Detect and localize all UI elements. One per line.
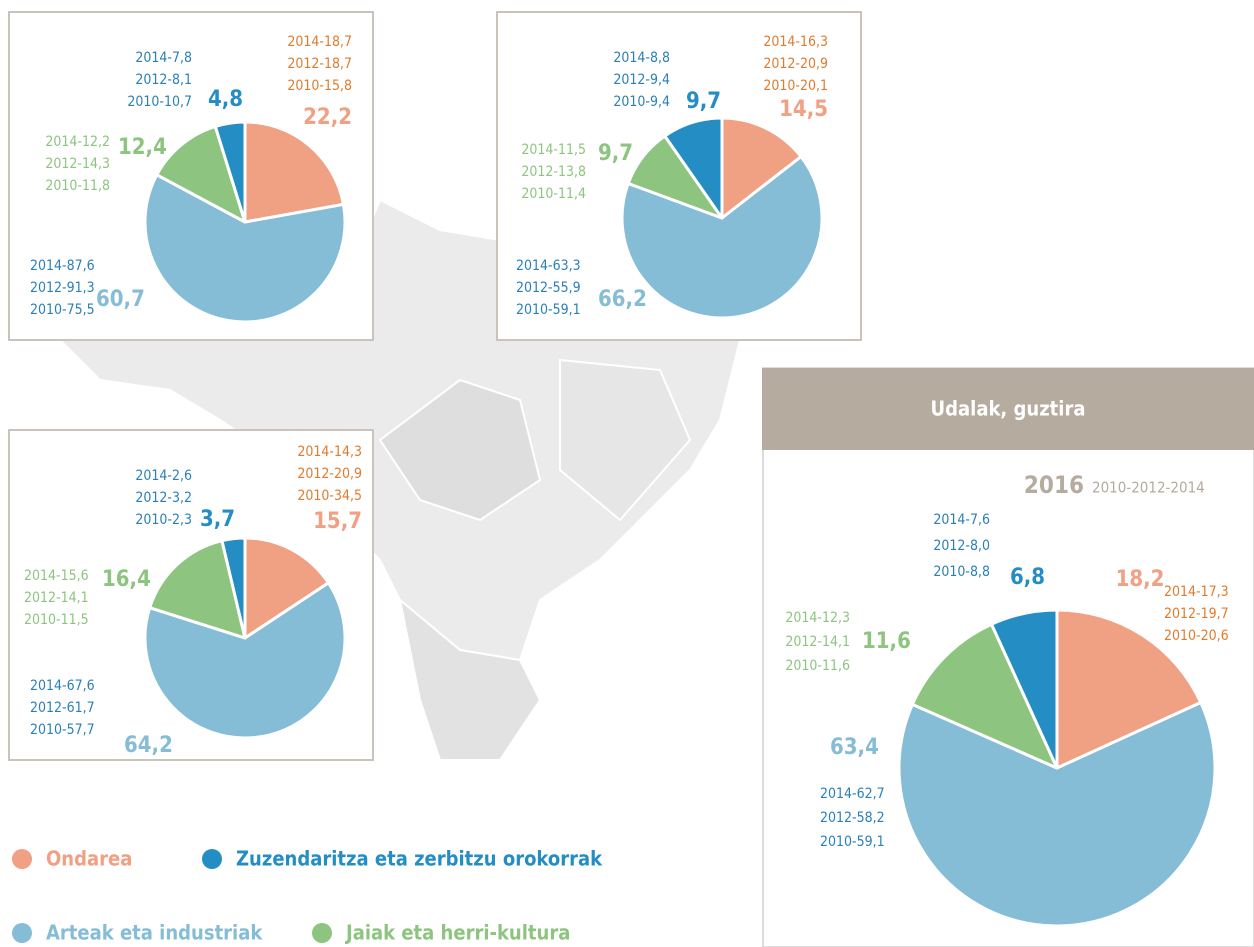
legend-swatch <box>12 923 32 943</box>
value-label: 9,7 <box>598 141 633 166</box>
pie-slice <box>897 701 1217 928</box>
pie-slice <box>1055 608 1203 770</box>
history-label: 2012-55,9 <box>516 280 581 296</box>
pie-slice <box>720 116 803 220</box>
history-label: 2014-18,7 <box>287 34 352 50</box>
pie-slice <box>143 173 347 324</box>
history-label: 2010-75,5 <box>30 302 95 318</box>
history-label: 2014-16,3 <box>763 34 828 50</box>
legend-swatch <box>12 849 32 869</box>
history-label: 2014-2,6 <box>135 468 192 484</box>
history-label: 2014-8,8 <box>613 50 670 66</box>
history-label: 2010-20,1 <box>763 78 828 94</box>
legend-label: Ondarea <box>46 847 132 871</box>
history-label: 2014-15,6 <box>24 568 89 584</box>
value-label: 4,8 <box>208 87 243 112</box>
history-label: 2010-11,6 <box>785 658 850 674</box>
value-label: 3,7 <box>200 507 235 532</box>
history-label: 2010-11,8 <box>45 178 110 194</box>
pie-slice <box>663 116 724 220</box>
history-label: 2010-15,8 <box>287 78 352 94</box>
pie-slice <box>143 581 347 740</box>
history-label: 2012-18,7 <box>287 56 352 72</box>
value-label: 15,7 <box>313 509 362 534</box>
history-label: 2014-87,6 <box>30 258 95 274</box>
history-label: 2012-14,1 <box>785 634 850 650</box>
history-label: 2012-3,2 <box>135 490 192 506</box>
history-label: 2010-10,7 <box>127 94 192 110</box>
value-label: 16,4 <box>102 567 151 592</box>
history-label: 2014-14,3 <box>297 444 362 460</box>
value-label: 12,4 <box>118 135 167 160</box>
pie-slice <box>243 536 330 640</box>
value-label: 66,2 <box>598 287 647 312</box>
history-label: 2014-12,3 <box>785 610 850 626</box>
history-label: 2010-11,5 <box>24 612 89 628</box>
history-label: 2010-59,1 <box>516 302 581 318</box>
subtitle: 2016 <box>1024 471 1084 499</box>
value-label: 63,4 <box>830 735 879 760</box>
value-label: 18,2 <box>1116 567 1165 592</box>
pie-slice <box>148 539 247 640</box>
history-label: 2012-14,1 <box>24 590 89 606</box>
legend-label: Zuzendaritza eta zerbitzu orokorrak <box>236 847 603 871</box>
history-label: 2010-8,8 <box>933 564 990 580</box>
pie-slice <box>220 536 247 640</box>
legend-label: Arteak eta industriak <box>46 921 263 945</box>
history-label: 2012-20,9 <box>297 466 362 482</box>
history-label: 2010-57,7 <box>30 722 95 738</box>
value-label: 11,6 <box>862 629 911 654</box>
history-label: 2014-11,5 <box>521 142 586 158</box>
history-label: 2012-9,4 <box>613 72 670 88</box>
history-label: 2012-14,3 <box>45 156 110 172</box>
history-label: 2012-13,8 <box>521 164 586 180</box>
history-label: 2012-58,2 <box>820 810 885 826</box>
pie-slice <box>620 155 824 320</box>
history-label: 2010-20,6 <box>1164 628 1229 644</box>
value-label: 64,2 <box>124 733 173 758</box>
history-label: 2014-17,3 <box>1164 584 1229 600</box>
value-label: 14,5 <box>779 97 828 122</box>
pie-slice <box>155 125 247 224</box>
history-label: 2010-2,3 <box>135 512 192 528</box>
history-label: 2012-61,7 <box>30 700 95 716</box>
pie-slice <box>990 608 1059 770</box>
history-label: 2012-19,7 <box>1164 606 1229 622</box>
history-label: 2014-67,6 <box>30 678 95 694</box>
pie-slice <box>243 120 345 224</box>
value-label: 22,2 <box>303 105 352 130</box>
history-label: 2014-7,8 <box>135 50 192 66</box>
legend-swatch <box>202 849 222 869</box>
history-label: 2010-34,5 <box>297 488 362 504</box>
history-label: 2014-12,2 <box>45 134 110 150</box>
value-label: 9,7 <box>686 89 721 114</box>
legend-label: Jaiak eta herri-kultura <box>345 921 570 945</box>
panel-header <box>762 368 1254 450</box>
pie-slice <box>910 622 1059 770</box>
history-label: 2014-7,6 <box>933 512 990 528</box>
pie-slice <box>213 120 247 224</box>
history-label: 2012-8,0 <box>933 538 990 554</box>
legend-swatch <box>312 923 332 943</box>
history-label: 2010-11,4 <box>521 186 586 202</box>
history-label: 2012-91,3 <box>30 280 95 296</box>
history-label: 2010-59,1 <box>820 834 885 850</box>
value-label: 6,8 <box>1010 565 1045 590</box>
history-label: 2014-62,7 <box>820 786 885 802</box>
history-label: 2010-9,4 <box>613 94 670 110</box>
history-label: 2012-20,9 <box>763 56 828 72</box>
value-label: 60,7 <box>96 287 145 312</box>
history-label: 2012-8,1 <box>135 72 192 88</box>
subtitle-note: 2010-2012-2014 <box>1092 479 1205 497</box>
panel-title: Udalak, guztira <box>931 397 1086 421</box>
history-label: 2014-63,3 <box>516 258 581 274</box>
